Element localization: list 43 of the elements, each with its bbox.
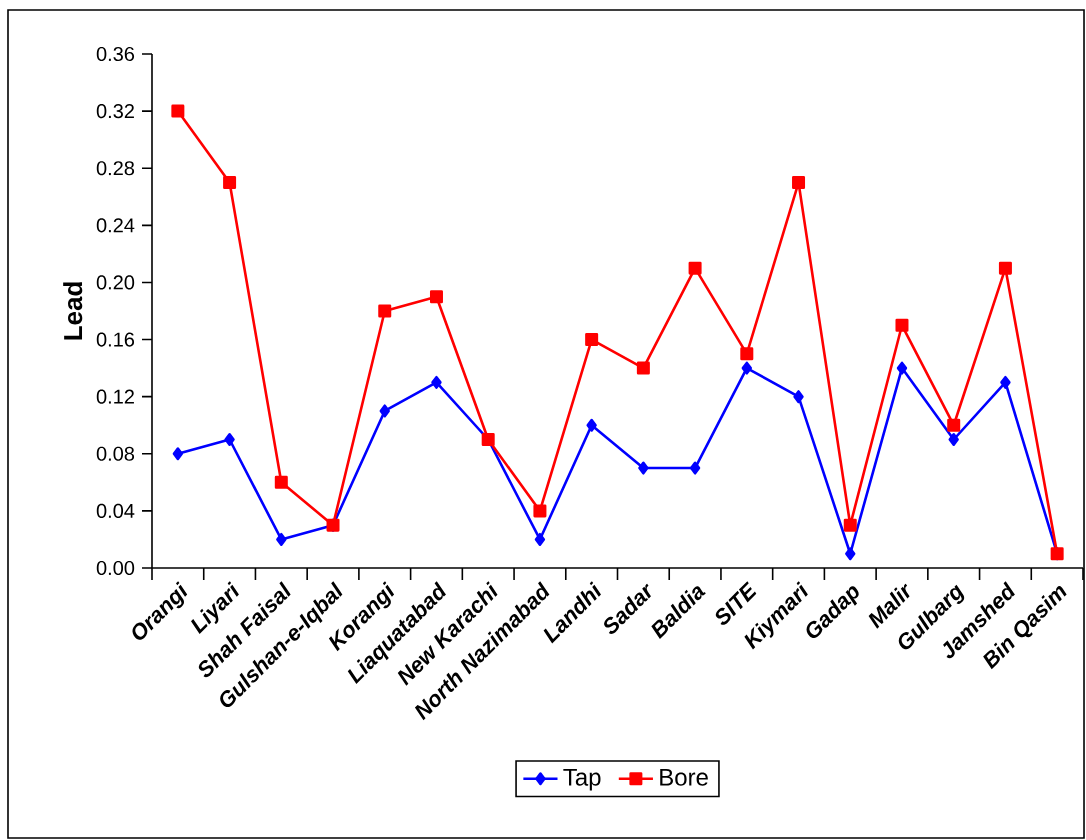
point xyxy=(689,461,701,475)
y-tick-label: 0.24 xyxy=(96,218,135,233)
point xyxy=(378,304,392,318)
point xyxy=(276,532,287,546)
point xyxy=(998,261,1012,275)
y-axis-title: Lead xyxy=(63,282,83,340)
legend-label: Bore xyxy=(660,769,708,786)
point xyxy=(274,475,288,489)
point xyxy=(741,361,753,375)
point xyxy=(585,333,599,347)
point xyxy=(171,104,185,118)
point xyxy=(1000,375,1011,389)
point xyxy=(792,176,806,189)
y-tick-label: 0.04 xyxy=(96,503,135,518)
point xyxy=(845,547,856,561)
point xyxy=(636,361,650,375)
point xyxy=(896,361,908,375)
point xyxy=(379,404,390,418)
point xyxy=(429,290,443,304)
point xyxy=(740,347,754,361)
point xyxy=(224,433,235,446)
y-tick-label: 0.08 xyxy=(96,446,135,461)
point xyxy=(947,418,961,432)
y-tick-label: 0.12 xyxy=(96,389,134,404)
y-tick-label: 0.16 xyxy=(96,332,135,347)
point xyxy=(638,461,649,475)
point xyxy=(688,261,702,275)
point xyxy=(533,504,547,518)
point xyxy=(534,532,546,546)
y-tick-label: 0.00 xyxy=(96,560,135,576)
y-tick-label: 0.28 xyxy=(96,161,135,176)
point xyxy=(895,318,909,332)
point xyxy=(586,418,597,432)
point xyxy=(948,433,959,446)
y-tick-label: 0.36 xyxy=(96,46,135,62)
legend-label: Tap xyxy=(563,769,601,791)
y-tick-label: 0.20 xyxy=(96,275,135,290)
point xyxy=(172,447,184,461)
point xyxy=(793,390,804,404)
point xyxy=(431,375,442,389)
point xyxy=(223,176,237,189)
point xyxy=(843,518,857,532)
y-tick-label: 0.32 xyxy=(96,104,134,119)
